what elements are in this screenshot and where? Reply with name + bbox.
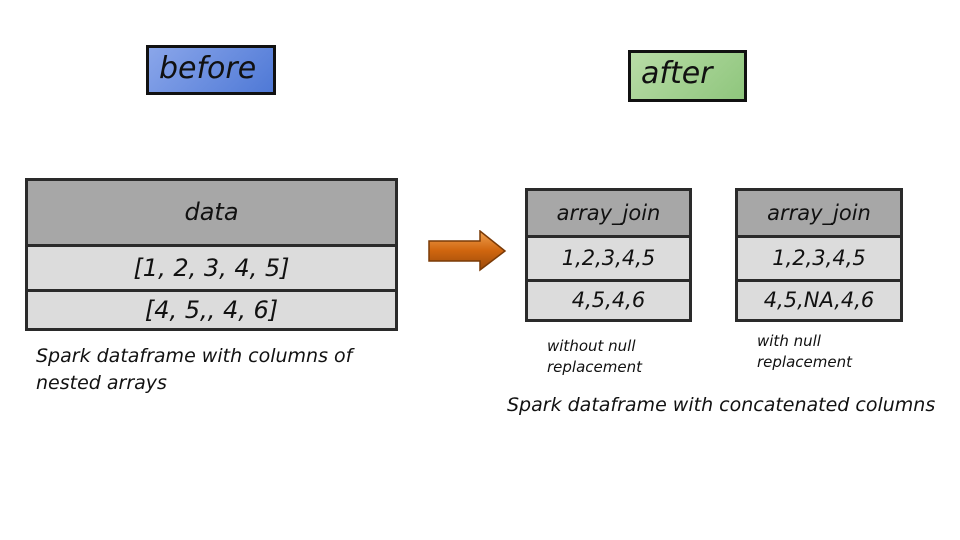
after-table-2-row-1: 1,2,3,4,5 [738, 235, 900, 279]
after-table-1-caption-line-1: without null [547, 337, 636, 355]
before-table-row-1: [1, 2, 3, 4, 5] [28, 244, 395, 289]
after-table-1-header: array_join [528, 191, 689, 235]
after-table-without-null: array_join 1,2,3,4,5 4,5,4,6 [525, 188, 692, 322]
before-caption-line-1: Spark dataframe with columns of [36, 345, 353, 367]
after-table-1-row-1: 1,2,3,4,5 [528, 235, 689, 279]
after-table-2-caption-line-1: with null [757, 332, 821, 350]
after-table-2-caption-line-2: replacement [757, 353, 852, 371]
after-table-1-row-2: 4,5,4,6 [528, 279, 689, 319]
after-label: after [628, 50, 747, 102]
after-table-1-caption-line-2: replacement [547, 358, 642, 376]
right-arrow-icon [428, 230, 507, 272]
before-table-row-2: [4, 5,, 4, 6] [28, 289, 395, 328]
before-table: data [1, 2, 3, 4, 5] [4, 5,, 4, 6] [25, 178, 398, 331]
after-table-2-row-2: 4,5,NA,4,6 [738, 279, 900, 319]
before-table-header: data [28, 181, 395, 244]
after-caption: Spark dataframe with concatenated column… [507, 394, 936, 416]
after-table-2-header: array_join [738, 191, 900, 235]
before-caption-line-2: nested arrays [36, 372, 167, 394]
after-table-with-null: array_join 1,2,3,4,5 4,5,NA,4,6 [735, 188, 903, 322]
before-label: before [146, 45, 276, 95]
